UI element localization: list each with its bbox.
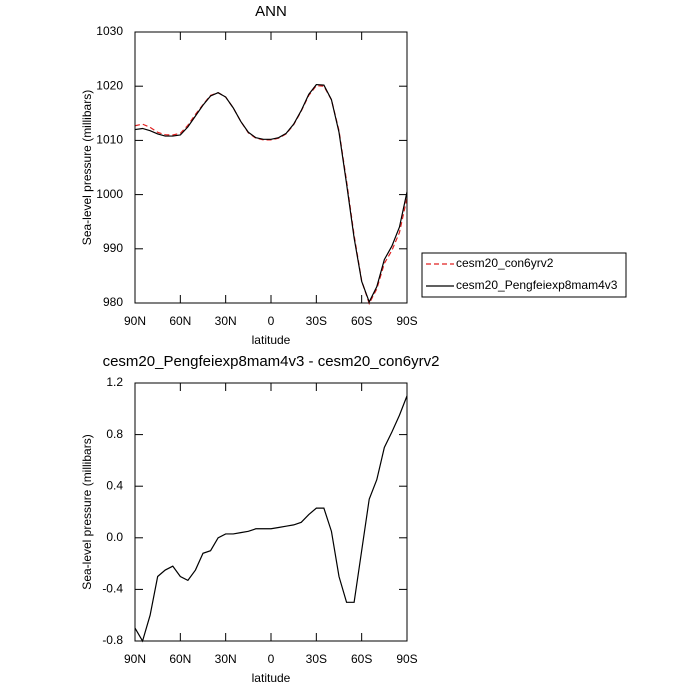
x-tick-label: 60N — [169, 314, 191, 328]
y-tick-label: -0.4 — [102, 582, 123, 596]
plot-frame — [134, 31, 408, 304]
x-tick-label: 30N — [215, 652, 237, 666]
y-axis-label: Sea-level pressure (millibars) — [80, 434, 94, 589]
x-tick-label: 60S — [351, 652, 372, 666]
y-tick-label: 1.2 — [106, 375, 123, 389]
data-line — [134, 83, 408, 304]
y-tick-label: -0.8 — [102, 633, 123, 647]
data-line — [134, 395, 408, 643]
x-tick-label: 60S — [351, 314, 372, 328]
x-tick-label: 90N — [124, 652, 146, 666]
y-tick-label: 990 — [103, 241, 123, 255]
y-tick-label: 1030 — [96, 24, 123, 38]
x-axis-label: latitude — [252, 671, 291, 685]
x-tick-label: 90N — [124, 314, 146, 328]
x-tick-label: 0 — [268, 652, 275, 666]
y-axis-label: Sea-level pressure (millibars) — [80, 90, 94, 245]
chart-title: cesm20_Pengfeiexp8mam4v3 - cesm20_con6yr… — [103, 353, 440, 370]
x-tick-label: 90S — [396, 314, 417, 328]
data-line — [134, 85, 408, 306]
legend-box — [421, 252, 627, 298]
y-tick-label: 1000 — [96, 187, 123, 201]
y-tick-label: 0.4 — [106, 478, 123, 492]
y-tick-label: 0.0 — [106, 530, 123, 544]
x-tick-label: 30N — [215, 314, 237, 328]
plot-frame — [134, 382, 408, 642]
x-tick-label: 0 — [268, 314, 275, 328]
y-tick-label: 1020 — [96, 78, 123, 92]
y-tick-label: 980 — [103, 295, 123, 309]
legend-label: cesm20_Pengfeiexp8mam4v3 — [456, 278, 618, 292]
x-tick-label: 60N — [169, 652, 191, 666]
x-tick-label: 30S — [306, 314, 327, 328]
y-tick-label: 1010 — [96, 133, 123, 147]
chart-title: ANN — [255, 3, 287, 20]
x-tick-label: 30S — [306, 652, 327, 666]
x-axis-label: latitude — [252, 333, 291, 347]
y-tick-label: 0.8 — [106, 427, 123, 441]
legend-label: cesm20_con6yrv2 — [456, 256, 554, 270]
x-tick-label: 90S — [396, 652, 417, 666]
